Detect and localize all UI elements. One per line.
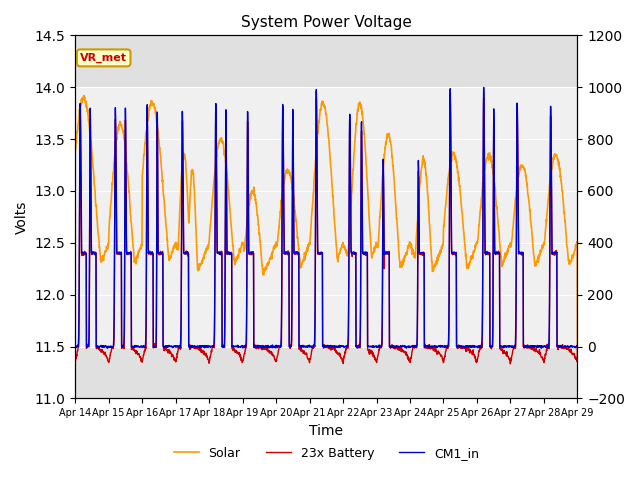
Line: 23x Battery: 23x Battery — [75, 97, 577, 364]
Line: CM1_in: CM1_in — [75, 87, 577, 348]
Legend: Solar, 23x Battery, CM1_in: Solar, 23x Battery, CM1_in — [168, 442, 484, 465]
Solar — [81, 93, 88, 98]
Solar — [559, 196, 566, 202]
Solar — [316, 113, 323, 119]
CM1_in — [71, 343, 79, 349]
23x Battery — [506, 361, 514, 367]
CM1_in — [316, 251, 323, 256]
CM1_in — [480, 84, 488, 90]
23x Battery — [559, 344, 567, 350]
23x Battery — [467, 348, 474, 354]
23x Battery — [71, 358, 79, 363]
23x Battery — [480, 95, 488, 100]
23x Battery — [559, 346, 567, 351]
Solar — [573, 342, 581, 348]
CM1_in — [573, 343, 581, 348]
CM1_in — [538, 345, 545, 351]
Solar — [71, 151, 79, 156]
Line: Solar: Solar — [75, 96, 577, 345]
CM1_in — [559, 344, 567, 350]
Solar — [467, 257, 475, 263]
23x Battery — [302, 351, 310, 357]
CM1_in — [559, 345, 567, 350]
23x Battery — [97, 347, 104, 353]
Solar — [303, 248, 310, 253]
Title: System Power Voltage: System Power Voltage — [241, 15, 412, 30]
CM1_in — [97, 344, 104, 349]
23x Battery — [573, 344, 581, 349]
CM1_in — [302, 344, 310, 349]
X-axis label: Time: Time — [309, 424, 343, 438]
Solar — [97, 259, 105, 265]
23x Battery — [316, 251, 323, 256]
Solar — [559, 196, 567, 202]
Bar — [75, 87, 577, 347]
CM1_in — [467, 344, 474, 350]
Text: VR_met: VR_met — [80, 53, 127, 63]
Y-axis label: Volts: Volts — [15, 200, 29, 234]
